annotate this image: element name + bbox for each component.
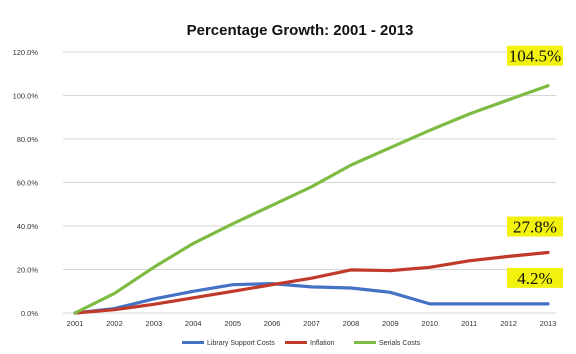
callout-highlight bbox=[507, 45, 563, 66]
x-tick-label: 2006 bbox=[264, 319, 281, 328]
y-axis: 0.0% 20.0% 40.0% 60.0% 80.0% 100.0% 120.0% bbox=[13, 48, 39, 318]
legend: Library Support Costs Inflation Serials Co… bbox=[182, 340, 421, 347]
callout-highlight bbox=[507, 267, 563, 288]
series-line bbox=[73, 250, 550, 315]
x-tick-label: 2002 bbox=[106, 319, 123, 328]
x-axis: 2001 2002 2003 2004 2005 2006 2007 2008 2009 2010… bbox=[67, 319, 557, 328]
x-tick-label: 2013 bbox=[540, 319, 557, 328]
x-tick-label: 2010 bbox=[421, 319, 438, 328]
y-tick-label: 100.0% bbox=[13, 92, 39, 101]
value-callout: 4.2% bbox=[517, 269, 552, 288]
chart-title: Percentage Growth: 2001 - 2013 bbox=[187, 22, 414, 39]
y-tick-label: 120.0% bbox=[13, 48, 39, 57]
x-tick-label: 2001 bbox=[67, 319, 84, 328]
x-tick-label: 2005 bbox=[224, 319, 241, 328]
x-tick-label: 2003 bbox=[145, 319, 162, 328]
y-tick-label: 0.0% bbox=[21, 309, 38, 318]
series-line bbox=[73, 84, 550, 315]
y-tick-label: 60.0% bbox=[17, 179, 39, 188]
series-lines bbox=[73, 84, 550, 315]
x-tick-label: 2004 bbox=[185, 319, 202, 328]
value-callout: 27.8% bbox=[513, 218, 557, 237]
y-tick-label: 40.0% bbox=[17, 222, 39, 231]
legend-label: Library Support Costs bbox=[207, 340, 275, 347]
gridlines bbox=[63, 51, 556, 314]
value-callout: 104.5% bbox=[509, 47, 561, 66]
x-tick-label: 2011 bbox=[461, 319, 477, 328]
x-tick-label: 2012 bbox=[500, 319, 517, 328]
legend-label: Inflation bbox=[310, 340, 335, 347]
x-tick-label: 2009 bbox=[382, 319, 399, 328]
y-tick-label: 20.0% bbox=[17, 266, 39, 275]
x-tick-label: 2007 bbox=[303, 319, 320, 328]
callout-highlight bbox=[507, 216, 563, 237]
legend-label: Serials Costs bbox=[379, 340, 421, 347]
y-tick-label: 80.0% bbox=[17, 135, 39, 144]
x-tick-label: 2008 bbox=[343, 319, 360, 328]
value-callouts: 104.5% 27.8% 4.2% bbox=[507, 45, 563, 288]
series-line bbox=[73, 282, 550, 315]
